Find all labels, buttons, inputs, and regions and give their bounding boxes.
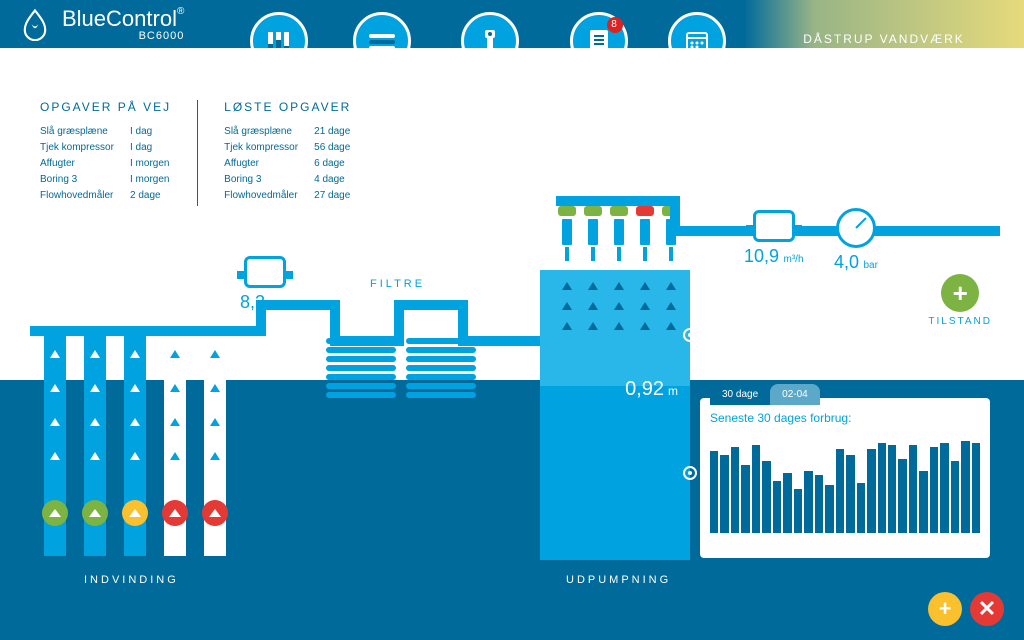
well-status-2	[82, 500, 108, 526]
chart-bar	[972, 443, 980, 533]
chart-bar	[846, 455, 854, 533]
consumption-chart[interactable]: 30 dage 02-04 Seneste 30 dages forbrug:	[700, 398, 990, 558]
chart-bar	[741, 465, 749, 533]
chart-bar	[752, 445, 760, 533]
flow-meter-icon	[244, 256, 286, 288]
chart-bar	[898, 459, 906, 533]
chart-bar	[930, 447, 938, 533]
chart-bar	[731, 447, 739, 533]
chart-bar	[836, 449, 844, 533]
chart-bar	[940, 443, 948, 533]
chart-tab-30[interactable]: 30 dage	[710, 384, 770, 405]
chart-bar	[720, 455, 728, 533]
chart-bar	[815, 475, 823, 533]
chart-bar	[825, 485, 833, 533]
plus-icon: +	[953, 280, 968, 306]
diagram: 8,2 m³/h FILTRE 0,92m 10,9 m³/h 4,0 bar …	[0, 0, 1024, 640]
chart-bar	[961, 441, 969, 533]
tank-handle-bottom[interactable]	[683, 466, 697, 480]
pressure-gauge[interactable]: 4,0 bar	[834, 208, 878, 273]
filter-2[interactable]	[406, 338, 476, 398]
chart-bar	[951, 461, 959, 533]
chart-bar	[878, 443, 886, 533]
udpumpning-label: UDPUMPNING	[566, 574, 671, 586]
well-status-3	[122, 500, 148, 526]
chart-bar	[804, 471, 812, 533]
chart-bar	[794, 489, 802, 533]
inflow-meter[interactable]: 8,2 m³/h	[240, 256, 289, 313]
chart-bar	[783, 473, 791, 533]
footer-close-button[interactable]: ✕	[970, 592, 1004, 626]
chart-bar	[710, 451, 718, 533]
pump-3[interactable]	[610, 206, 628, 261]
outflow-meter[interactable]: 10,9 m³/h	[744, 210, 804, 267]
pump-2[interactable]	[584, 206, 602, 261]
well-status-1	[42, 500, 68, 526]
chart-bar	[857, 483, 865, 533]
pump-4[interactable]	[636, 206, 654, 261]
tank-handle-top[interactable]	[683, 328, 697, 342]
chart-bar	[762, 461, 770, 533]
filter-1[interactable]	[326, 338, 396, 398]
chart-bar	[867, 449, 875, 533]
gauge-icon	[836, 208, 876, 248]
chart-bar	[909, 445, 917, 533]
chart-bar	[919, 471, 927, 533]
footer-add-button[interactable]: +	[928, 592, 962, 626]
chart-bar	[773, 481, 781, 533]
flow-meter-icon	[753, 210, 795, 242]
chart-bar	[888, 445, 896, 533]
filtre-label: FILTRE	[370, 278, 425, 290]
tilstand-button[interactable]: + TILSTAND	[928, 274, 992, 327]
chart-title: Seneste 30 dages forbrug:	[710, 411, 980, 425]
well-status-4	[162, 500, 188, 526]
chart-tab-range[interactable]: 02-04	[770, 384, 820, 405]
indvinding-label: INDVINDING	[84, 574, 179, 586]
well-status-5	[202, 500, 228, 526]
pump-1[interactable]	[558, 206, 576, 261]
tank[interactable]: 0,92m	[540, 270, 690, 560]
